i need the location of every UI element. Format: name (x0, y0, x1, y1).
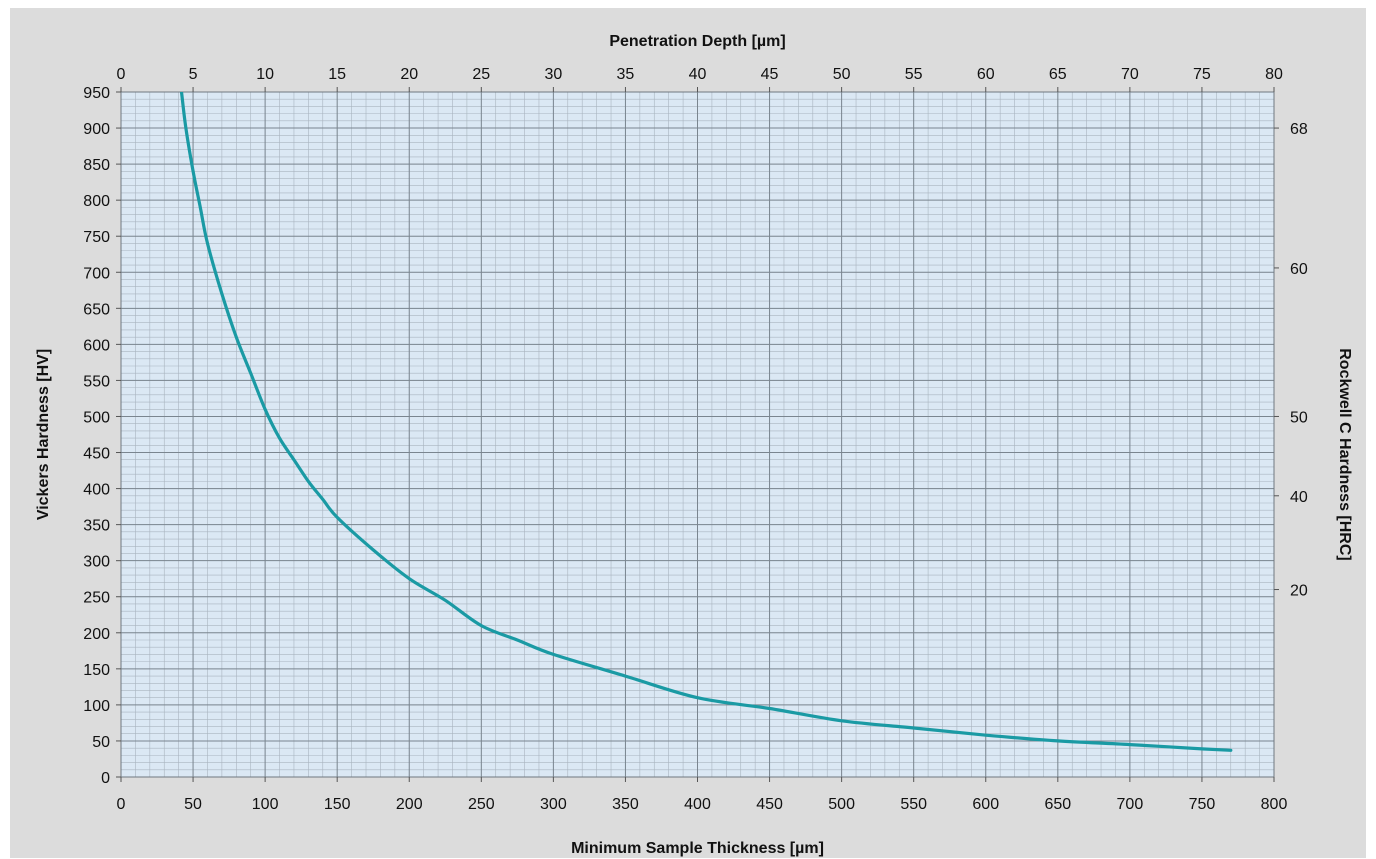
bottom-tick-label: 100 (252, 796, 279, 813)
left-tick-label: 50 (92, 734, 110, 751)
top-tick-label: 0 (117, 66, 126, 83)
right-axis-ticks: 68 60 50 40 20 (1274, 121, 1308, 600)
left-tick-label: 950 (83, 85, 110, 102)
bottom-tick-label: 150 (324, 796, 351, 813)
bottom-tick-label: 200 (396, 796, 423, 813)
left-tick-label: 250 (83, 590, 110, 607)
bottom-tick-label: 450 (756, 796, 783, 813)
left-tick-label: 550 (83, 373, 110, 390)
top-tick-label: 80 (1265, 66, 1283, 83)
top-tick-label: 20 (400, 66, 418, 83)
left-tick-label: 700 (83, 265, 110, 282)
left-axis-title: Vickers Hardness [HV] (35, 349, 52, 520)
bottom-tick-label: 0 (117, 796, 126, 813)
right-tick-label: 50 (1290, 409, 1308, 426)
top-tick-label: 65 (1049, 66, 1067, 83)
right-tick-label: 20 (1290, 583, 1308, 600)
left-tick-label: 400 (83, 482, 110, 499)
bottom-tick-label: 300 (540, 796, 567, 813)
top-tick-label: 10 (256, 66, 274, 83)
left-tick-label: 450 (83, 446, 110, 463)
bottom-tick-label: 350 (612, 796, 639, 813)
right-tick-label: 60 (1290, 261, 1308, 278)
top-axis-ticks: 0 5 10 15 20 25 30 35 40 45 50 55 60 65 70 75 80 (117, 66, 1283, 92)
left-tick-label: 600 (83, 337, 110, 354)
right-tick-label: 68 (1290, 121, 1308, 138)
bottom-tick-label: 500 (828, 796, 855, 813)
bottom-tick-label: 50 (184, 796, 202, 813)
top-tick-label: 40 (689, 66, 707, 83)
bottom-tick-label: 650 (1044, 796, 1071, 813)
left-tick-label: 800 (83, 193, 110, 210)
left-tick-label: 350 (83, 518, 110, 535)
bottom-tick-label: 250 (468, 796, 495, 813)
left-tick-label: 850 (83, 157, 110, 174)
top-tick-label: 75 (1193, 66, 1211, 83)
top-tick-label: 50 (833, 66, 851, 83)
top-tick-label: 15 (328, 66, 346, 83)
left-tick-label: 0 (101, 770, 110, 787)
left-tick-label: 300 (83, 554, 110, 571)
bottom-tick-label: 800 (1261, 796, 1288, 813)
top-tick-label: 30 (544, 66, 562, 83)
top-tick-label: 55 (905, 66, 923, 83)
bottom-tick-label: 600 (972, 796, 999, 813)
top-tick-label: 25 (472, 66, 490, 83)
top-tick-label: 35 (617, 66, 635, 83)
hardness-chart: 0 50 100 150 200 250 300 350 400 450 500 550 600 650 7… (35, 33, 1353, 857)
hardness-curve (179, 92, 1233, 752)
left-tick-label: 650 (83, 301, 110, 318)
top-tick-label: 5 (189, 66, 198, 83)
bottom-axis-ticks: 0 50 100 150 200 250 300 350 400 450 500 550 600 650 7… (117, 777, 1288, 813)
top-axis-title: Penetration Depth [µm] (609, 33, 785, 50)
chart-frame: 0 50 100 150 200 250 300 350 400 450 500 550 600 650 7… (10, 8, 1366, 858)
top-tick-label: 60 (977, 66, 995, 83)
left-tick-label: 750 (83, 229, 110, 246)
bottom-tick-label: 750 (1189, 796, 1216, 813)
top-tick-label: 45 (761, 66, 779, 83)
left-tick-label: 500 (83, 409, 110, 426)
series-layer (179, 92, 1233, 752)
left-tick-label: 100 (83, 698, 110, 715)
left-tick-label: 900 (83, 121, 110, 138)
left-axis-ticks: 0 50 100 150 200 250 300 350 400 450 500 550 600 650 7… (83, 85, 121, 787)
right-axis-title: Rockwell C Hardness [HRC] (1336, 348, 1353, 561)
left-tick-label: 150 (83, 662, 110, 679)
bottom-axis-title: Minimum Sample Thickness [µm] (571, 840, 824, 857)
bottom-tick-label: 700 (1117, 796, 1144, 813)
left-tick-label: 200 (83, 626, 110, 643)
right-tick-label: 40 (1290, 489, 1308, 506)
top-tick-label: 70 (1121, 66, 1139, 83)
bottom-tick-label: 550 (900, 796, 927, 813)
bottom-tick-label: 400 (684, 796, 711, 813)
